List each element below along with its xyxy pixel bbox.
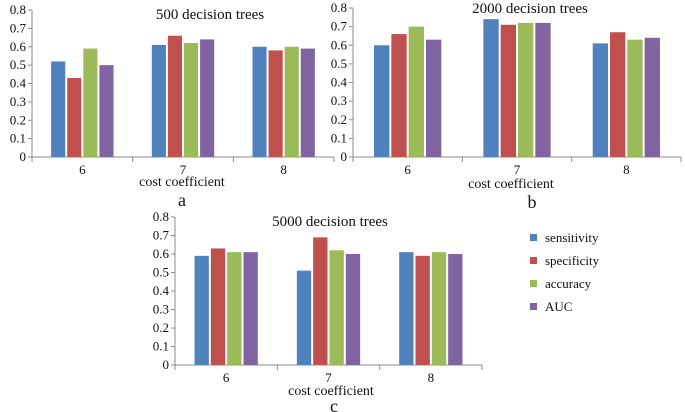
- y-tick-label: 0: [163, 357, 170, 372]
- x-tick-label: 7: [325, 370, 332, 385]
- y-tick-label: 0.2: [153, 320, 169, 335]
- bar-auc-6: [425, 39, 442, 157]
- bar-accuracy-7: [329, 250, 344, 365]
- bar-auc-8: [448, 254, 463, 365]
- bar-accuracy-8: [284, 46, 299, 157]
- y-tick-label: 0.6: [153, 246, 170, 261]
- y-tick-label: 0: [341, 149, 348, 164]
- bar-auc-8: [300, 48, 315, 157]
- y-tick-label: 0.8: [153, 209, 169, 224]
- bar-sensitivity-8: [399, 252, 414, 365]
- bar-sensitivity-6: [51, 61, 66, 158]
- chart-title: 5000 decision trees: [272, 214, 388, 230]
- y-tick-label: 0.7: [153, 228, 170, 243]
- bar-accuracy-6: [227, 252, 242, 365]
- y-tick-label: 0.1: [153, 339, 169, 354]
- bar-accuracy-8: [431, 252, 447, 365]
- y-tick-label: 0.8: [331, 0, 347, 15]
- bar-sensitivity-7: [296, 270, 312, 365]
- y-tick-label: 0.3: [153, 302, 169, 317]
- bar-auc-7: [345, 254, 361, 365]
- legend: sensitivity specificity accuracy AUC: [530, 230, 600, 314]
- legend-label-accuracy: accuracy: [545, 276, 592, 291]
- bar-specificity-6: [67, 77, 82, 157]
- y-tick-label: 0.4: [10, 76, 27, 91]
- x-tick-label: 8: [623, 162, 630, 177]
- y-tick-label: 0.5: [10, 57, 26, 72]
- y-tick-label: 0.2: [331, 112, 347, 127]
- bar-sensitivity-7: [151, 44, 166, 157]
- legend-label-sensitivity: sensitivity: [545, 230, 599, 245]
- bar-specificity-6: [391, 34, 407, 158]
- chart-panel-b: 0 0.1 0.2 0.3 0.4 0.5 0.6 0.7 0.8 6 7 8 2000 decisio…: [331, 0, 682, 212]
- x-tick-label: 6: [223, 370, 230, 385]
- legend-label-specificity: specificity: [545, 253, 600, 268]
- y-tick-label: 0.1: [10, 131, 26, 146]
- bar-auc-7: [200, 39, 215, 157]
- bar-sensitivity-8: [252, 46, 267, 157]
- panel-letter: b: [528, 192, 537, 212]
- x-tick-label: 8: [280, 162, 287, 177]
- y-tick-label: 0.4: [153, 283, 170, 298]
- bar-specificity-6: [210, 248, 226, 365]
- bar-specificity-8: [415, 255, 430, 365]
- bar-auc-7: [535, 22, 551, 158]
- x-tick-label: 7: [514, 162, 521, 177]
- bar-sensitivity-7: [483, 19, 499, 157]
- x-tick-label: 8: [428, 370, 435, 385]
- chart-panel-a: 0 0.1 0.2 0.3 0.4 0.5 0.6 0.7 0.8 6 7 8 500 decision…: [10, 2, 335, 210]
- y-tick-label: 0.5: [153, 265, 169, 280]
- legend-swatch-accuracy: [530, 280, 537, 287]
- y-tick-label: 0.3: [331, 93, 347, 108]
- y-tick-label: 0.2: [10, 112, 26, 127]
- legend-swatch-auc: [530, 303, 537, 310]
- x-tick-label: 6: [79, 162, 86, 177]
- y-tick-label: 0.6: [10, 39, 27, 54]
- bar-sensitivity-6: [374, 45, 390, 157]
- y-tick-label: 0.3: [10, 94, 26, 109]
- bar-auc-6: [99, 65, 114, 157]
- panel-letter: c: [330, 396, 338, 412]
- bar-sensitivity-6: [194, 255, 209, 365]
- y-tick-label: 0.7: [10, 20, 27, 35]
- chart-panel-c: 0 0.1 0.2 0.3 0.4 0.5 0.6 0.7 0.8 6 7 8 5000 decisio…: [153, 209, 483, 412]
- x-tick-label: 7: [180, 162, 187, 177]
- y-tick-label: 0.1: [331, 130, 347, 145]
- bar-accuracy-7: [184, 43, 199, 158]
- bar-auc-6: [243, 252, 258, 365]
- legend-swatch-sensitivity: [530, 234, 537, 241]
- bar-specificity-8: [610, 32, 626, 157]
- x-axis-label: cost coefficient: [288, 384, 374, 399]
- y-tick-label: 0.5: [331, 56, 347, 71]
- bar-accuracy-7: [518, 22, 534, 158]
- bar-specificity-8: [268, 50, 283, 157]
- bar-accuracy-6: [408, 26, 424, 157]
- bar-accuracy-8: [627, 39, 643, 157]
- y-tick-label: 0.6: [331, 37, 348, 52]
- y-tick-label: 0.7: [331, 19, 348, 34]
- bar-auc-8: [644, 37, 660, 157]
- chart-title: 500 decision trees: [156, 7, 264, 23]
- x-axis-label: cost coefficient: [139, 175, 225, 190]
- bar-sensitivity-8: [592, 43, 609, 158]
- bar-specificity-7: [167, 35, 182, 157]
- bar-specificity-7: [313, 237, 328, 365]
- legend-swatch-specificity: [530, 257, 537, 264]
- y-tick-label: 0.8: [10, 2, 26, 17]
- x-axis-label: cost coefficient: [468, 177, 554, 192]
- x-tick-label: 6: [404, 162, 411, 177]
- y-tick-label: 0: [20, 149, 27, 164]
- chart-title: 2000 decision trees: [472, 1, 588, 17]
- panel-letter: a: [178, 190, 186, 210]
- bar-specificity-7: [500, 24, 516, 158]
- y-tick-label: 0.4: [331, 75, 348, 90]
- bar-accuracy-6: [83, 48, 98, 157]
- legend-label-auc: AUC: [545, 299, 572, 314]
